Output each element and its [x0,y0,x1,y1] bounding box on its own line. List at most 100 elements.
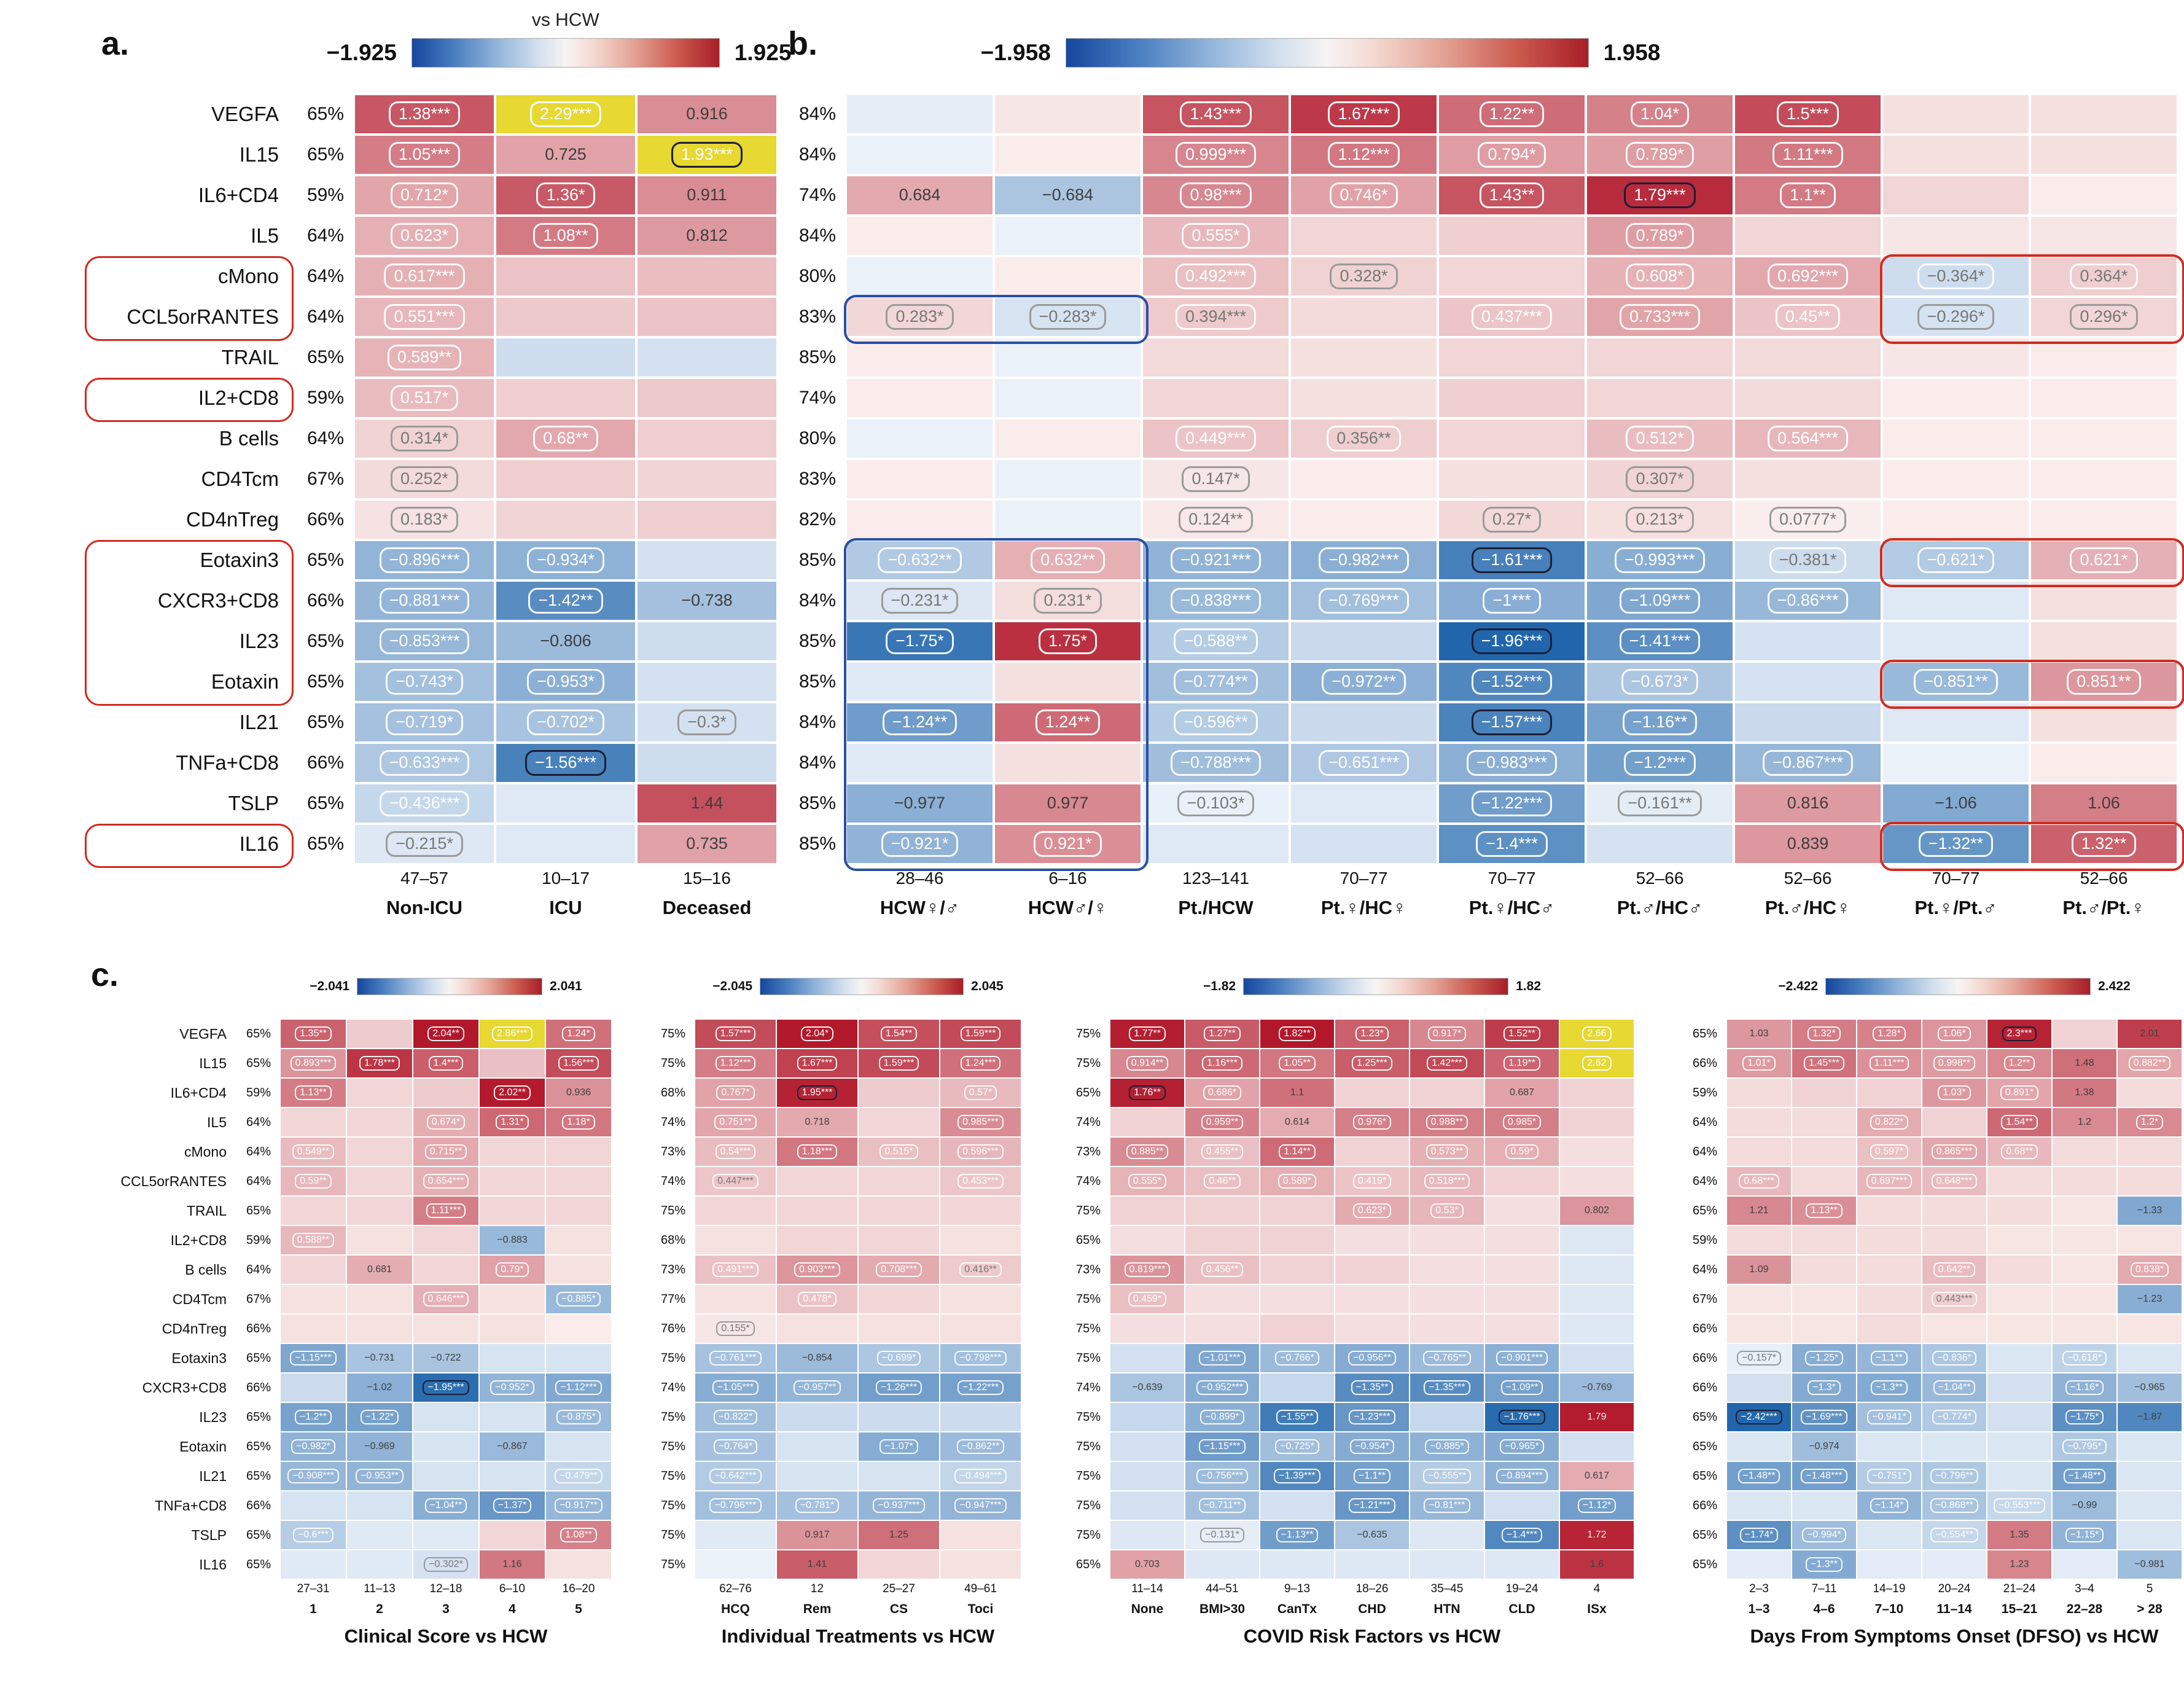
cell-value: −0.769*** [1319,588,1409,614]
heatmap-cell [480,1197,545,1225]
heatmap-cell: 0.903*** [777,1256,857,1284]
heatmap-cell: −0.796*** [695,1491,776,1520]
cell-value: 1.04* [1630,101,1690,127]
row-label: CD4Tcm [201,467,279,490]
heatmap-cell [995,501,1141,539]
heatmap-cell [1883,622,2029,660]
heatmap-cell: 0.851** [2031,663,2177,701]
cell-value: −0.937*** [873,1498,925,1514]
heatmap-cell [1110,1403,1184,1431]
row-label: IL21 [239,711,279,733]
heatmap-cell [1727,1079,1791,1107]
cell-value: 1.57*** [715,1026,756,1042]
cell-value: 0.819*** [1124,1262,1171,1278]
heatmap-cell [1439,338,1585,377]
heatmap-cell: 0.549** [281,1138,346,1166]
heatmap-cell [1883,582,2029,620]
heatmap-cell [995,217,1141,255]
heatmap-cell [940,1285,1021,1313]
heatmap-cell [546,1167,611,1195]
heatmap-cell: −0.774* [1922,1403,1986,1431]
heatmap-cell: −1.01*** [1185,1344,1259,1372]
column-label: Pt.♂/HC♂ [1617,897,1703,918]
cell-value: 0.231* [1034,588,1102,614]
heatmap-cell: 0.708*** [859,1256,939,1284]
heatmap-cell [1857,1197,1921,1225]
heatmap-cell: 0.307* [1587,460,1733,498]
row-percent: 85% [798,671,836,692]
cell-value: 0.364* [2070,264,2138,289]
cell-value: 0.838* [2130,1262,2169,1278]
heatmap-cell [1410,1079,1484,1107]
cell-value: 1.54** [880,1026,918,1042]
heatmap-cell: −0.722 [413,1344,478,1372]
cell-value: 1.78*** [359,1055,400,1071]
cell-value: 0.551*** [384,304,465,330]
heatmap-cell: −1.04** [1922,1373,1986,1402]
heatmap-cell: 1.6 [1560,1550,1634,1579]
row-percent: 65% [246,1026,271,1041]
heatmap-cell [413,1226,478,1254]
cell-value: 0.674* [426,1114,466,1130]
heatmap-cell: 0.642** [1922,1256,1986,1284]
cell-value: 1.82** [1279,1026,1316,1042]
heatmap-cell [1291,784,1437,823]
heatmap-cell [1560,1285,1634,1313]
cell-value: 0.893*** [290,1055,337,1071]
heatmap-cell: −0.99 [2053,1491,2116,1520]
heatmap-cell [1560,1108,1634,1136]
cell-value: 0.419* [1352,1173,1392,1189]
heatmap-cell [413,1403,478,1431]
chart-title: COVID Risk Factors vs HCW [1243,1625,1501,1647]
cell-value: 1.52** [1503,1026,1540,1042]
heatmap-cell: −0.965 [2118,1373,2182,1402]
heatmap-cell [413,1079,478,1107]
cell-value: −1.13** [1276,1527,1319,1543]
heatmap-cell [1987,1432,2051,1461]
heatmap-cell [480,1462,545,1490]
cell-value: −1.23*** [1349,1409,1395,1425]
cell-value: −0.982*** [1319,547,1409,573]
heatmap-cell: 1.2 [2053,1108,2116,1136]
heatmap-cell [859,1226,939,1254]
row-percent: 67% [246,1292,271,1306]
heatmap-cell: −1.3** [1857,1373,1921,1402]
row-percent: 65% [1692,1469,1717,1483]
heatmap-cell: −1.06 [1883,784,2029,823]
heatmap-cell: 1.82** [1260,1020,1334,1048]
heatmap-cell: 0.623* [1335,1197,1409,1225]
heatmap-cell: 1.28* [1857,1020,1921,1048]
heatmap-cell [1792,1491,1856,1520]
heatmap-cell: 0.893*** [281,1049,346,1077]
heatmap-cell: 1.32** [2031,825,2177,863]
cell-value: −1.16* [2065,1380,2104,1396]
heatmap-cell: −0.994* [1792,1521,1856,1549]
heatmap-cell [1883,379,2029,417]
cell-value: −1.2** [294,1409,332,1425]
cell-value: 1.95*** [797,1085,838,1101]
heatmap-cell: 0.491*** [695,1256,776,1284]
heatmap-cell: −0.853*** [355,622,494,660]
cell-value: −0.899* [1200,1409,1244,1425]
cell-value: 1.16 [502,1558,522,1569]
cell-value: −0.436*** [379,791,470,816]
heatmap-cell: 0.147* [1143,460,1289,498]
colorbar: −2.045 2.045 [695,978,1021,995]
cell-value: 1.11*** [1869,1055,1909,1071]
heatmap-cell: 0.589** [355,338,494,377]
heatmap-cell [1987,1462,2051,1490]
heatmap-cell: −0.756*** [1185,1462,1259,1490]
row-percent: 65% [306,347,344,367]
row-percent: 66% [306,590,344,611]
cell-value: −0.947*** [954,1498,1007,1514]
heatmap-cell: 0.213* [1587,501,1733,539]
heatmap-cell: −0.875* [546,1403,611,1431]
column-label: Non-ICU [386,897,462,918]
heatmap-cell [480,1521,545,1549]
heatmap-cell [1560,1167,1634,1195]
heatmap-cell: −0.554** [1922,1521,1986,1549]
heatmap-cell: 0.882** [2118,1049,2182,1077]
heatmap-cell: 0.839 [1735,825,1881,863]
row-label: CXCR3+CD8 [157,589,279,612]
